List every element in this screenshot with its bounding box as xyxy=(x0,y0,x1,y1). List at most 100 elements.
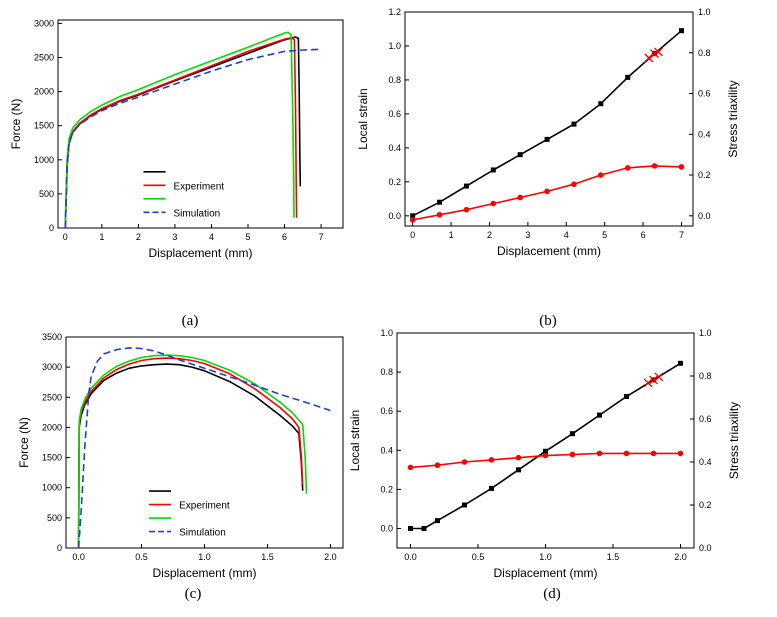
y-tick-label: 0.8 xyxy=(388,75,401,85)
y2-tick-label: 0.4 xyxy=(699,457,712,467)
y-tick-label: 1.0 xyxy=(388,41,401,51)
x-tick-label: 3 xyxy=(525,230,530,240)
x-axis-label: Displacement (mm) xyxy=(493,566,597,580)
data-point xyxy=(542,452,549,459)
data-point xyxy=(517,194,523,201)
y-axis-label: Force (N) xyxy=(17,417,31,468)
y-tick-label: 2000 xyxy=(34,87,54,97)
y-tick-label: 3000 xyxy=(42,362,62,372)
y2-axis-label: Stress triaxility xyxy=(726,80,740,157)
data-point xyxy=(488,457,495,463)
y-tick-label: 0.2 xyxy=(380,484,393,494)
plot-frame xyxy=(57,19,344,229)
x-tick-label: 1 xyxy=(99,232,104,242)
data-point xyxy=(571,121,577,127)
chart-panel-0: 0 1 2 3 4 5 6 7 0 500 1000 1500 2000 2500 3000 Displace… xyxy=(9,18,344,260)
data-point xyxy=(516,467,521,473)
x-tick-label: 6 xyxy=(641,230,646,240)
y-tick-label: 0.2 xyxy=(388,177,401,187)
data-point xyxy=(569,451,576,458)
data-point xyxy=(407,464,414,471)
y2-tick-label: 0.0 xyxy=(699,543,712,553)
data-point xyxy=(517,152,523,158)
y-axis-label: Local strain xyxy=(348,410,362,471)
fracture-marker xyxy=(649,375,658,385)
series-line-3 xyxy=(64,48,322,229)
data-point xyxy=(544,136,550,142)
x-tick-label: 1.0 xyxy=(539,552,552,562)
y-tick-label: 0.4 xyxy=(380,445,393,455)
data-point xyxy=(596,450,603,457)
y2-axis-label: Stress triaxility xyxy=(727,402,741,479)
chart-panel-1: 0 1 2 3 4 5 6 7 0.0 0.2 0.4 0.6 0.8 1.0 1.2 0.0 0.2 0.4 0.… xyxy=(356,7,740,258)
y2-tick-label: 0.0 xyxy=(698,211,711,221)
y-tick-label: 0.6 xyxy=(388,109,401,119)
series-line-0 xyxy=(77,363,304,549)
x-axis-label: Displacement (mm) xyxy=(152,566,256,580)
series-line-3 xyxy=(77,347,331,549)
x-tick-label: 1 xyxy=(449,230,454,240)
data-point xyxy=(678,28,684,34)
x-tick-label: 2.0 xyxy=(674,552,687,562)
y-tick-label: 2500 xyxy=(42,392,62,402)
x-tick-label: 0.0 xyxy=(404,552,417,562)
data-point xyxy=(437,199,443,205)
y-tick-label: 1500 xyxy=(34,121,54,131)
y-tick-label: 2000 xyxy=(42,422,62,432)
y-tick-label: 0.4 xyxy=(388,143,401,153)
chart-panel-3: 0.0 0.5 1.0 1.5 2.0 0.0 0.2 0.4 0.6 0.8 1.0 0.0 0.2 0… xyxy=(348,328,741,580)
data-point xyxy=(463,206,470,213)
y2-tick-label: 0.6 xyxy=(699,414,712,424)
data-point xyxy=(461,459,468,465)
plot-frame xyxy=(404,11,694,227)
data-point xyxy=(408,525,413,531)
data-point xyxy=(409,217,416,223)
data-point xyxy=(421,525,427,531)
x-tick-label: 5 xyxy=(245,232,250,242)
data-point xyxy=(625,74,631,80)
series-line-0 xyxy=(412,30,683,217)
y2-tick-label: 0.8 xyxy=(699,371,712,381)
x-tick-label: 0.5 xyxy=(472,552,485,562)
plot-frame xyxy=(396,332,695,549)
data-point xyxy=(434,462,441,469)
y-tick-label: 0.0 xyxy=(388,211,401,221)
x-tick-label: 2.0 xyxy=(324,552,337,562)
legend-label: Experiment xyxy=(174,181,225,192)
y-tick-label: 3500 xyxy=(42,332,62,342)
fracture-marker xyxy=(653,47,663,57)
fracture-marker xyxy=(654,372,664,382)
data-point xyxy=(570,431,575,437)
y2-tick-label: 1.0 xyxy=(699,328,712,338)
data-point xyxy=(489,485,494,491)
data-point xyxy=(571,181,577,188)
x-tick-label: 6 xyxy=(282,232,287,242)
y-tick-label: 0.0 xyxy=(380,523,393,533)
series-line-1 xyxy=(64,36,298,229)
x-tick-label: 2 xyxy=(136,232,141,242)
data-point xyxy=(543,448,548,454)
y-tick-label: 0 xyxy=(57,543,62,553)
data-point xyxy=(678,360,683,366)
x-tick-label: 2 xyxy=(487,230,492,240)
x-tick-label: 4 xyxy=(209,232,214,242)
y-tick-label: 1.2 xyxy=(388,7,401,17)
series-line-0 xyxy=(64,36,302,229)
x-axis-label: Displacement (mm) xyxy=(148,246,252,260)
y-axis-label: Local strain xyxy=(356,88,370,149)
x-tick-label: 0.5 xyxy=(135,552,148,562)
y-tick-label: 0 xyxy=(49,223,54,233)
series-line-2 xyxy=(64,31,295,229)
data-point xyxy=(598,172,604,178)
x-tick-label: 0 xyxy=(410,230,415,240)
legend-label: Experiment xyxy=(179,501,230,512)
legend-label: Simulation xyxy=(179,528,226,539)
x-tick-label: 1.5 xyxy=(607,552,620,562)
chart-panel-2: 0.0 0.5 1.0 1.5 2.0 0 500 1000 1500 2000 2500 3000 3… xyxy=(17,332,344,580)
y2-tick-label: 0.8 xyxy=(698,48,711,58)
y2-tick-label: 0.2 xyxy=(698,170,711,180)
series-line-1 xyxy=(77,357,304,549)
data-point xyxy=(410,213,416,219)
data-point xyxy=(463,183,469,189)
caption-d: (d) xyxy=(543,586,561,602)
